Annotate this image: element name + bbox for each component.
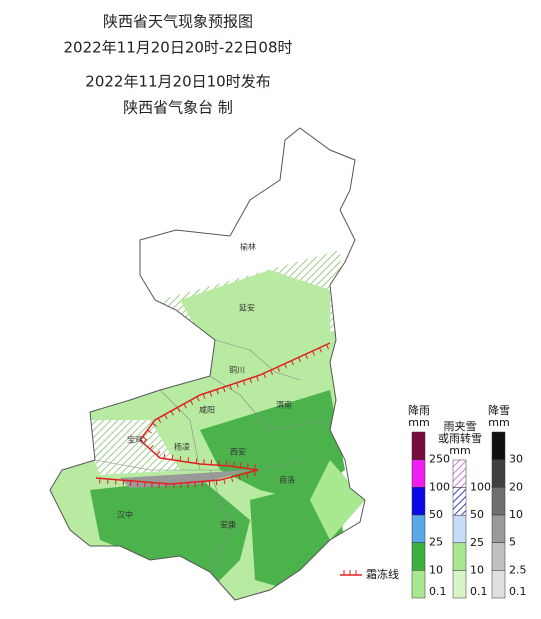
header-agency: 陕西省气象台 制 <box>123 99 233 117</box>
legend-swatch <box>412 543 425 571</box>
city-label: 宝鸡 <box>127 435 143 445</box>
legend-swatch <box>492 432 505 460</box>
city-label: 渭南 <box>276 400 292 410</box>
city-label: 杨凌 <box>174 442 190 452</box>
city-label: 铜川 <box>229 365 245 375</box>
legend-level: 0.1 <box>470 585 488 598</box>
legend-swatch <box>492 487 505 515</box>
legend-swatch <box>492 543 505 571</box>
frost-tick <box>234 462 235 467</box>
legend-level: 100 <box>429 480 450 493</box>
legend-title: mm <box>408 416 429 429</box>
legend-swatch <box>453 515 466 543</box>
frost-tick <box>241 463 242 468</box>
legend-title: 降雪 <box>488 403 510 417</box>
legend-swatch <box>453 570 466 598</box>
legend-level: 30 <box>509 453 523 466</box>
legend-title: 降雨 <box>408 403 430 417</box>
header-issued: 2022年11月20日10时发布 <box>85 73 270 91</box>
legend-level: 0.1 <box>509 585 527 598</box>
legend-level: 0.1 <box>429 585 447 598</box>
legend-swatch <box>492 570 505 598</box>
legend-swatch <box>412 515 425 543</box>
city-label: 安康 <box>220 520 236 530</box>
legend-swatch <box>412 460 425 488</box>
city-label: 西安 <box>230 447 246 457</box>
legend-level: 25 <box>470 536 484 549</box>
legend-level: 10 <box>429 563 443 576</box>
legend-level: 20 <box>509 480 523 493</box>
frost-tick <box>255 465 256 470</box>
header-title: 陕西省天气现象预报图 <box>103 13 253 31</box>
legend-level: 10 <box>470 563 484 576</box>
frost-tick <box>248 464 249 469</box>
legend-level: 250 <box>429 453 450 466</box>
legend-swatch <box>453 460 466 488</box>
legend-level: 25 <box>429 536 443 549</box>
legend-title: mm <box>488 416 509 429</box>
legend-swatch <box>492 460 505 488</box>
city-label: 咸阳 <box>199 405 215 415</box>
legend-level: 100 <box>470 481 491 494</box>
header-period: 2022年11月20日20时-22日08时 <box>63 39 292 57</box>
legend-level: 50 <box>429 508 443 521</box>
city-label: 榆林 <box>240 242 256 252</box>
city-label: 延安 <box>239 303 255 313</box>
legend-swatch <box>453 543 466 571</box>
legend-level: 2.5 <box>509 563 527 576</box>
legend-title: 或雨转雪 <box>438 431 482 445</box>
city-label: 商洛 <box>279 475 295 485</box>
legend-swatch <box>492 515 505 543</box>
legend-swatch <box>412 570 425 598</box>
legend-title: mm <box>449 444 470 457</box>
legend-level: 5 <box>509 536 516 549</box>
city-label: 汉中 <box>117 510 133 520</box>
legend-level: 50 <box>470 508 484 521</box>
frost-legend-label: 霜冻线 <box>366 567 399 581</box>
legend-swatch <box>412 487 425 515</box>
legend-swatch <box>412 432 425 460</box>
legend-level: 10 <box>509 508 523 521</box>
legend-swatch <box>453 488 466 516</box>
